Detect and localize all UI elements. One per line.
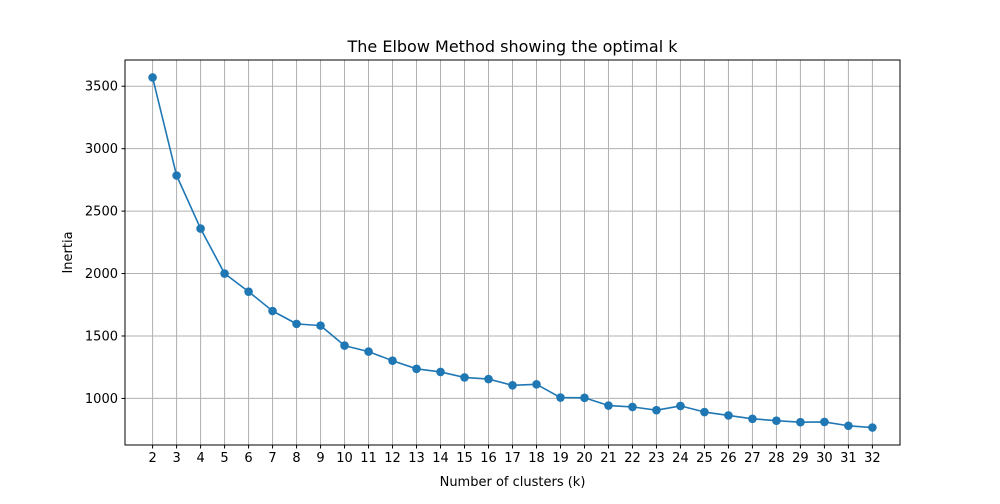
y-tick-label: 2500: [85, 205, 118, 220]
x-tick-label: 32: [864, 451, 881, 466]
data-point: [724, 411, 733, 420]
data-point: [652, 405, 661, 415]
x-axis-label: Number of clusters (k): [440, 475, 586, 490]
data-point: [796, 417, 805, 427]
x-axis-ticks: 2 3 4 5 6 7 8 9 10 11 12 13 14 15 16 17 18 19 20 21 22 23 24 25…: [148, 445, 881, 466]
data-point: [868, 423, 877, 432]
y-tick-label: 3500: [85, 80, 118, 95]
data-point: [316, 321, 325, 330]
x-tick-label: 31: [840, 451, 857, 466]
data-point: [532, 380, 541, 389]
x-tick-label: 20: [576, 451, 593, 466]
x-tick-label: 2: [148, 451, 156, 466]
data-point: [364, 347, 373, 356]
data-point: [748, 414, 757, 424]
x-tick-label: 22: [624, 451, 641, 466]
data-point: [556, 393, 565, 402]
x-tick-label: 4: [196, 451, 204, 466]
data-point: [436, 367, 445, 377]
data-point: [580, 393, 589, 403]
x-tick-label: 19: [552, 451, 569, 466]
x-tick-label: 28: [768, 451, 785, 466]
y-axis-ticks: 1000 1500 2000 2500 3000 3500: [85, 80, 125, 407]
data-point: [244, 287, 253, 296]
data-point: [220, 269, 229, 278]
data-point: [700, 407, 709, 417]
data-point: [196, 224, 205, 233]
x-tick-label: 27: [744, 451, 761, 466]
y-tick-label: 3000: [85, 142, 118, 157]
data-point: [676, 401, 685, 411]
x-tick-label: 6: [244, 451, 252, 466]
data-point: [172, 171, 181, 180]
x-tick-label: 25: [696, 451, 713, 466]
x-tick-label: 18: [528, 451, 545, 466]
chart-title: The Elbow Method showing the optimal k: [347, 37, 679, 56]
x-tick-label: 17: [504, 451, 521, 466]
data-point: [268, 306, 277, 316]
data-point: [340, 341, 349, 350]
x-tick-label: 29: [792, 451, 809, 466]
y-axis-label: Inertia: [61, 231, 76, 273]
data-point: [508, 381, 517, 390]
data-point: [460, 373, 469, 382]
x-tick-label: 14: [432, 451, 449, 466]
x-tick-label: 30: [816, 451, 833, 466]
data-point: [292, 319, 301, 329]
x-tick-label: 23: [648, 451, 665, 466]
x-tick-label: 5: [220, 451, 228, 466]
data-point: [388, 356, 397, 366]
x-tick-label: 26: [720, 451, 737, 466]
grid: [125, 60, 900, 445]
data-point: [604, 401, 613, 410]
x-tick-label: 16: [480, 451, 497, 466]
x-tick-label: 7: [268, 451, 276, 466]
x-tick-label: 12: [384, 451, 401, 466]
y-tick-label: 1500: [85, 329, 118, 344]
x-tick-label: 24: [672, 451, 689, 466]
data-point: [484, 374, 493, 384]
data-point: [148, 73, 157, 82]
data-point: [820, 417, 829, 427]
x-tick-label: 15: [456, 451, 473, 466]
y-tick-label: 2000: [85, 267, 118, 282]
x-tick-label: 3: [172, 451, 180, 466]
data-point: [412, 364, 421, 374]
data-points: [148, 73, 877, 432]
y-tick-label: 1000: [85, 392, 118, 407]
x-tick-label: 10: [336, 451, 353, 466]
x-tick-label: 8: [292, 451, 300, 466]
data-point: [844, 421, 853, 431]
x-tick-label: 11: [360, 451, 377, 466]
x-tick-label: 21: [600, 451, 617, 466]
x-tick-label: 9: [316, 451, 324, 466]
data-point: [772, 416, 781, 425]
x-tick-label: 13: [408, 451, 425, 466]
data-point: [628, 402, 637, 412]
